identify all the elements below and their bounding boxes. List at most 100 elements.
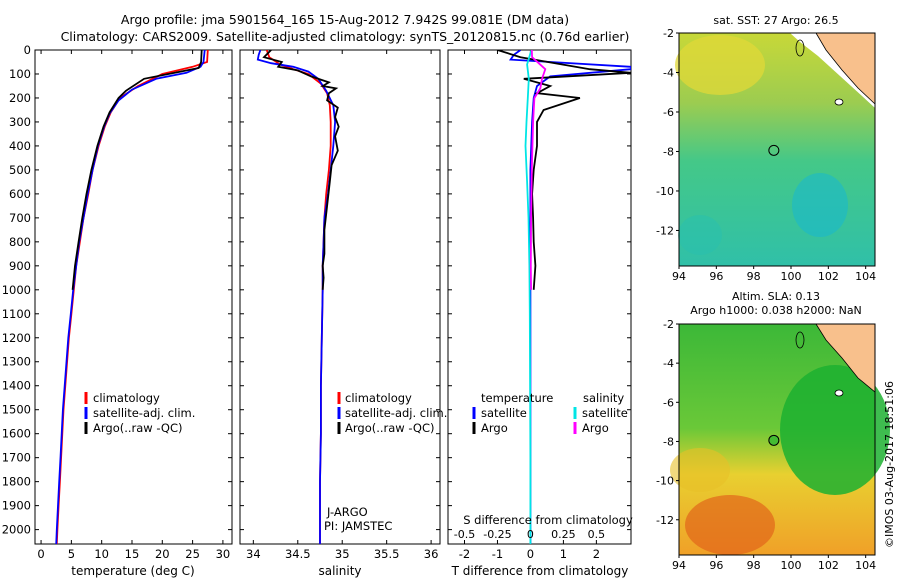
difference-lines [497,50,631,544]
lon-tick-label: 104 [855,270,876,283]
sla-island-enggano [834,389,844,397]
lon-tick-label: 96 [709,270,723,283]
salinity-difference-legend: salinity satellite Argo [573,391,628,435]
legend-label-temp-argo: Argo [481,421,508,435]
y-tick-label: 600 [9,187,31,201]
sst-island-enggano [834,98,844,106]
difference-panel: -2 -1 0 1 2 -0.5 -0.25 0 0.25 0.5 S difference f… [447,49,633,578]
y-tick-label: 1800 [2,475,31,489]
lat-tick-label: -4 [663,66,674,79]
y-tick-label: 100 [9,67,31,81]
sst-island [795,39,805,57]
legend-label-sal-argo: Argo [582,421,609,435]
sla-island [795,331,805,349]
lon-tick-label: 104 [855,559,876,572]
x-tick-label: -2 [459,547,470,561]
lon-tick-label: 102 [818,559,839,572]
y-tick-label: 1200 [2,331,31,345]
series-line-salinity-argo [529,50,547,290]
salinity-difference-scale: -0.5 -0.25 0 0.25 0.5 [454,528,605,541]
temperature-axis-label: temperature (deg C) [71,564,194,578]
y-tick-label: 1700 [2,451,31,465]
salinity-panel: 34 34.5 35 35.5 36 salinity climatology sate… [239,49,447,578]
x-tick-label: 5 [68,547,75,561]
series-line-salinity-satellite [524,50,533,544]
sst-cool-patch [792,173,848,237]
sst-cool-patch-2 [678,215,722,255]
top-tick-label: 0 [527,528,534,541]
salinity-plot-frame [239,49,441,545]
sla-map-axes: 94 96 98 100 102 104 -2 -4 -6 -8 -10 -12 [656,318,876,572]
x-tick-label: 25 [185,547,200,561]
lat-tick-label: -2 [663,318,674,331]
salinity-x-axis: 34 34.5 35 35.5 36 [246,50,438,561]
x-tick-label: 15 [125,547,140,561]
y-tick-label: 0 [24,43,31,57]
x-tick-label: 10 [94,547,109,561]
sst-map-title: sat. SST: 27 Argo: 26.5 [713,14,838,27]
top-tick-label: 0.25 [551,528,576,541]
legend-title-temperature: temperature [481,391,553,405]
legend-title-salinity: salinity [583,391,624,405]
title-line-2: Climatology: CARS2009. Satellite-adjuste… [61,29,630,44]
lon-tick-label: 102 [818,270,839,283]
legend-label-argo: Argo(..raw -QC) [345,421,435,435]
sla-mid-patch [670,448,730,492]
sla-map-frame [678,323,876,556]
temperature-plot-frame [34,49,233,545]
top-tick-label: -0.5 [454,528,475,541]
difference-x-axis: -2 -1 0 1 2 [459,50,600,561]
y-tick-label: 1000 [2,283,31,297]
depth-axis: 0 100 200 300 400 500 600 700 800 900 1000 1100 1200… [2,43,232,537]
salinity-lines [256,50,340,544]
sla-high-patch [685,495,775,555]
sla-map-title-1: Altim. SLA: 0.13 [732,290,820,303]
lat-tick-label: -12 [656,514,674,527]
series-line-argo-raw-qc [71,50,203,290]
annotation-pi: PI: JAMSTEC [324,519,392,533]
legend-label-argo: Argo(..raw -QC) [93,421,183,435]
difference-plot-frame [447,49,632,545]
lon-tick-label: 98 [747,559,761,572]
y-tick-label: 1500 [2,403,31,417]
x-tick-label: 20 [155,547,170,561]
salinity-axis-label: salinity [318,564,361,578]
lat-tick-label: -8 [663,435,674,448]
sla-map-title-2: Argo h1000: 0.038 h2000: NaN [690,304,862,317]
y-tick-label: 700 [9,211,31,225]
lat-tick-label: -6 [663,106,674,119]
s-difference-label: S difference from climatology [463,513,633,527]
sst-map: sat. SST: 27 Argo: 26.5 94 96 98 100 102 104 -… [656,14,876,283]
argo-float-marker [768,434,780,446]
lat-tick-label: -10 [656,475,674,488]
lat-tick-label: -6 [663,396,674,409]
lat-tick-label: -10 [656,185,674,198]
y-tick-label: 1400 [2,379,31,393]
temperature-lines [55,50,209,544]
lon-tick-label: 100 [781,270,802,283]
title-line-1: Argo profile: jma 5901564_165 15-Aug-201… [121,12,569,27]
y-tick-label: 1300 [2,355,31,369]
y-tick-label: 1100 [2,307,31,321]
y-tick-label: 1600 [2,427,31,441]
lon-tick-label: 94 [672,559,686,572]
sla-map: Altim. SLA: 0.13 Argo h1000: 0.038 h2000… [656,290,890,572]
legend-label-satellite: satellite-adj. clim. [345,406,447,420]
temperature-x-axis: 0 5 10 15 20 25 30 [37,50,230,561]
series-line-argo-raw-qc [262,50,340,290]
lat-tick-label: -8 [663,145,674,158]
legend-label-temp-satellite: satellite [481,406,527,420]
temperature-difference-legend: temperature satellite Argo [472,391,553,435]
y-tick-label: 300 [9,115,31,129]
x-tick-label: 35 [335,547,350,561]
temperature-panel: 0100200300400500600700800900100011001200… [2,43,233,578]
y-tick-label: 1900 [2,499,31,513]
salinity-legend: climatology satellite-adj. clim. Argo(..… [337,391,447,435]
sst-warm-patch [675,35,765,95]
imos-credit: ©IMOS 03-Aug-2017 18:51:06 [883,381,896,548]
top-tick-label: -0.25 [483,528,511,541]
x-tick-label: 0 [37,547,44,561]
y-tick-label: 800 [9,235,31,249]
y-tick-label: 900 [9,259,31,273]
